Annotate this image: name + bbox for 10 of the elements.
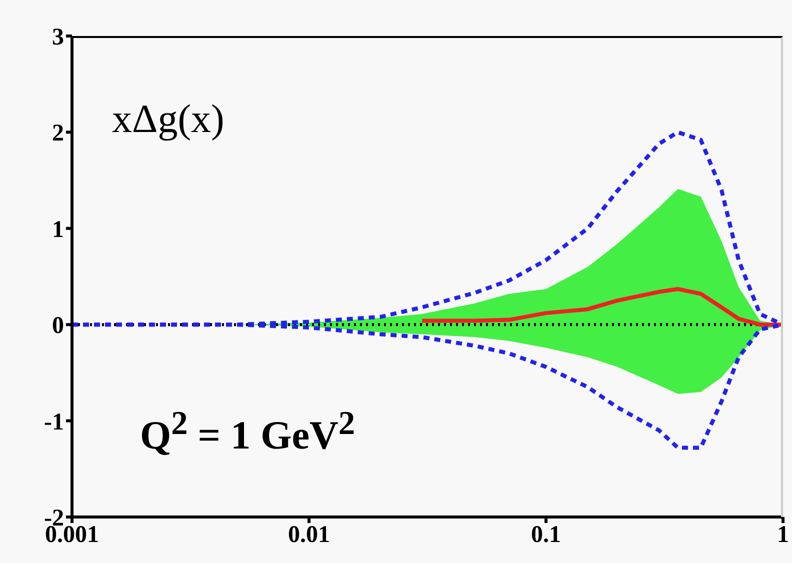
- y-tick-label: 2: [52, 120, 64, 147]
- y-tick-label: -1: [44, 409, 64, 436]
- annotation: xΔg(x): [112, 95, 224, 142]
- x-tick-label: 0.1: [531, 522, 561, 548]
- y-tick-label: 0: [52, 313, 64, 340]
- y-tick-label: 1: [52, 216, 64, 243]
- y-tick-label: 3: [52, 24, 64, 51]
- annotation: Q$^{2}$ = 1 GeV$^{2}$: [140, 405, 356, 458]
- x-tick-label: 0.01: [288, 522, 330, 548]
- x-tick-label: 1: [777, 522, 789, 548]
